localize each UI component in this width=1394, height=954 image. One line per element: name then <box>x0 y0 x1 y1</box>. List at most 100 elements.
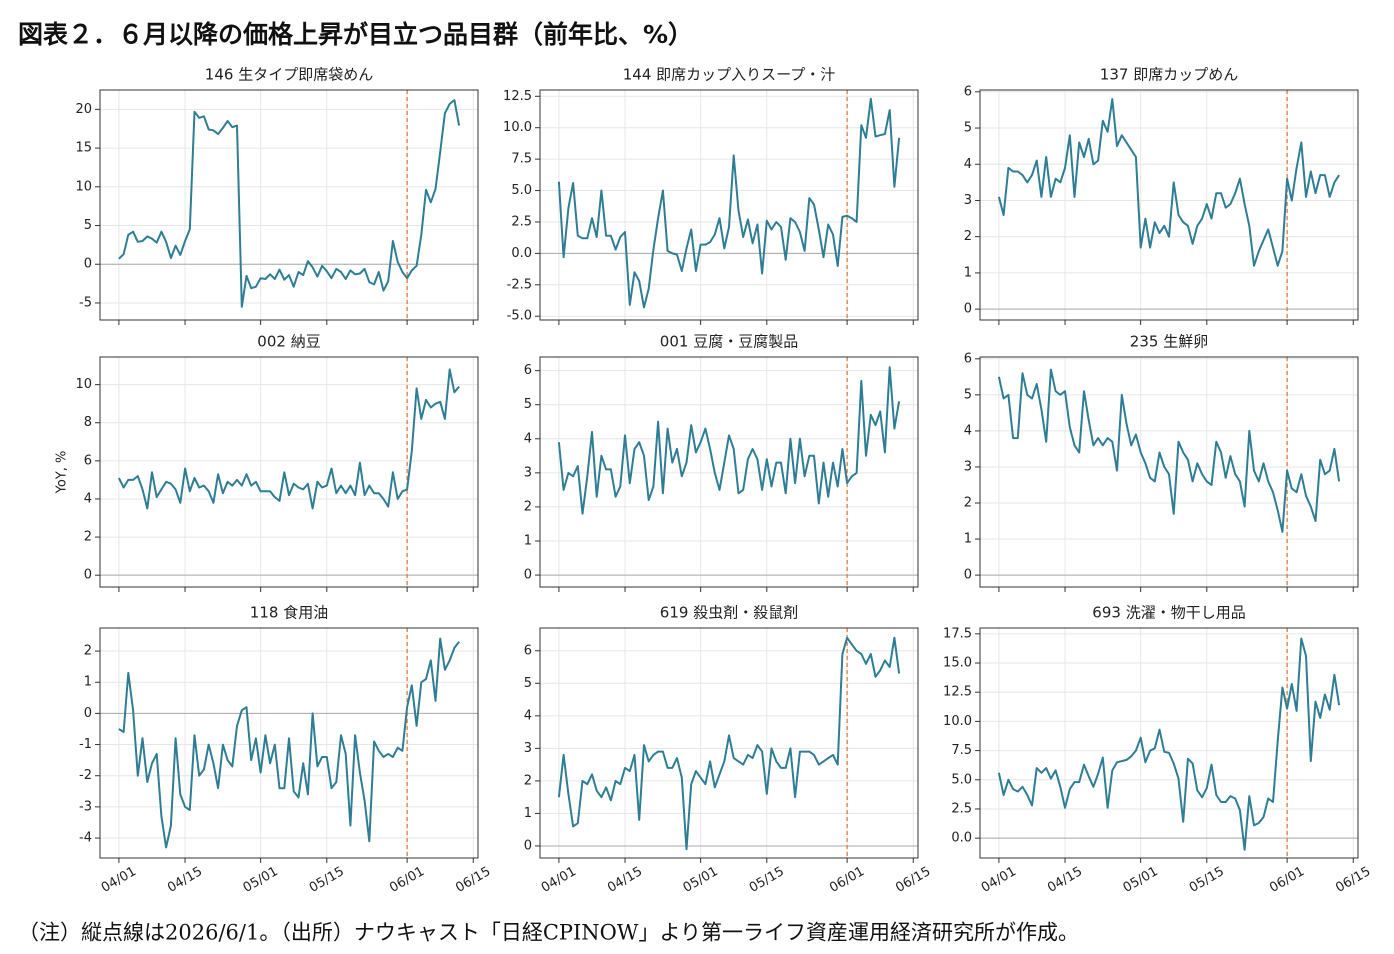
y-tick-label: 2 <box>84 644 92 659</box>
y-tick-label: 0 <box>84 706 92 721</box>
y-tick-label: 12.5 <box>503 89 532 104</box>
y-tick-label: 0 <box>964 302 972 317</box>
y-tick-label: -5 <box>79 295 92 310</box>
plot-frame <box>539 89 919 321</box>
x-tick-label: 04/15 <box>165 864 205 896</box>
y-tick-label: -3 <box>79 799 92 814</box>
data-line <box>997 637 1341 851</box>
x-tick-label: 05/15 <box>747 864 787 896</box>
y-tick-label: 2 <box>964 496 972 511</box>
data-line <box>118 368 460 510</box>
x-tick-label: 05/01 <box>241 864 281 896</box>
y-tick-label: 5 <box>84 218 92 233</box>
y-tick-label: -2.5 <box>507 277 532 292</box>
y-tick-label: 2.5 <box>951 801 972 816</box>
y-tick-label: 7.5 <box>511 152 532 167</box>
y-tick-label: 10.0 <box>943 714 972 729</box>
y-tick-label: 15 <box>75 141 92 156</box>
plot-frame <box>99 356 479 588</box>
y-tick-label: 3 <box>964 459 972 474</box>
data-line <box>557 636 901 851</box>
plot-frame <box>99 627 479 859</box>
y-tick-label: 0 <box>84 257 92 272</box>
x-tick-label: 06/01 <box>827 864 867 896</box>
x-tick-label: 06/01 <box>387 864 427 896</box>
y-tick-label: -1 <box>79 737 92 752</box>
y-tick-label: 7.5 <box>951 743 972 758</box>
y-tick-label: 5 <box>964 387 972 402</box>
y-tick-label: 6 <box>964 84 972 99</box>
plot-frame <box>979 627 1359 859</box>
y-tick-label: 0.0 <box>951 831 972 846</box>
x-tick-label: 04/01 <box>979 864 1019 896</box>
y-axis-label: YoY, % <box>55 451 70 495</box>
x-tick-label: 06/15 <box>893 864 933 896</box>
panel-title: 693 洗濯・物干し用品 <box>1092 604 1245 622</box>
plot-frame <box>539 627 919 859</box>
y-tick-label: 10.0 <box>503 120 532 135</box>
y-tick-label: 5 <box>524 397 532 412</box>
panel-title: 144 即席カップ入りスープ・汁 <box>623 66 836 84</box>
x-tick-label: 06/15 <box>1333 864 1373 896</box>
y-tick-label: 6 <box>524 363 532 378</box>
y-tick-label: 1 <box>524 806 532 821</box>
y-tick-label: 3 <box>524 465 532 480</box>
y-tick-label: -5.0 <box>507 309 532 324</box>
y-tick-label: 3 <box>964 193 972 208</box>
y-tick-label: -4 <box>79 831 92 846</box>
x-tick-label: 05/15 <box>1187 864 1227 896</box>
figure-title: 図表２．６月以降の価格上昇が目立つ品目群（前年比、%） <box>18 20 693 49</box>
panel-title: 137 即席カップめん <box>1100 66 1238 84</box>
y-tick-label: -2 <box>79 768 92 783</box>
y-tick-label: 1 <box>964 265 972 280</box>
y-tick-label: 5.0 <box>511 183 532 198</box>
y-tick-label: 3 <box>524 741 532 756</box>
y-tick-label: 8 <box>84 415 92 430</box>
x-tick-label: 04/15 <box>605 864 645 896</box>
y-tick-label: 4 <box>524 708 532 723</box>
y-tick-label: 4 <box>964 157 972 172</box>
x-tick-label: 05/15 <box>307 864 347 896</box>
y-tick-label: 2.5 <box>511 214 532 229</box>
x-tick-label: 05/01 <box>1121 864 1161 896</box>
plot-frame <box>979 356 1359 588</box>
y-tick-label: 5 <box>964 121 972 136</box>
x-tick-label: 04/01 <box>99 864 139 896</box>
panel-title: 235 生鮮卵 <box>1130 333 1208 351</box>
y-tick-label: 12.5 <box>943 685 972 700</box>
x-tick-label: 04/15 <box>1045 864 1085 896</box>
y-tick-label: 0.0 <box>511 246 532 261</box>
y-tick-label: 1 <box>964 532 972 547</box>
y-tick-label: 5 <box>524 676 532 691</box>
panel-title: 146 生タイプ即席袋めん <box>205 66 373 84</box>
y-tick-label: 15.0 <box>943 656 972 671</box>
y-tick-label: 4 <box>524 431 532 446</box>
y-tick-label: 2 <box>84 530 92 545</box>
data-line <box>997 98 1340 267</box>
data-line <box>997 368 1341 533</box>
y-tick-label: 2 <box>524 773 532 788</box>
data-line <box>557 97 901 309</box>
panel-title: 118 食用油 <box>250 604 328 622</box>
plot-frame <box>99 89 479 321</box>
y-tick-label: 0 <box>524 838 532 853</box>
y-tick-label: 6 <box>964 351 972 366</box>
y-tick-label: 5.0 <box>951 772 972 787</box>
y-tick-label: 0 <box>84 568 92 583</box>
plot-frame <box>979 89 1359 321</box>
y-tick-label: 6 <box>84 453 92 468</box>
x-tick-label: 05/01 <box>681 864 721 896</box>
y-tick-label: 2 <box>524 499 532 514</box>
y-tick-label: 17.5 <box>943 626 972 641</box>
y-tick-label: 2 <box>964 229 972 244</box>
data-line <box>557 366 901 515</box>
panel-title: 619 殺虫剤・殺鼠剤 <box>660 604 798 622</box>
y-tick-label: 10 <box>75 377 92 392</box>
data-line <box>118 99 461 308</box>
x-tick-label: 06/01 <box>1267 864 1307 896</box>
panel-title: 002 納豆 <box>257 333 320 351</box>
y-tick-label: 20 <box>75 102 92 117</box>
figure-note: （注）縦点線は2026/6/1。（出所）ナウキャスト「日経CPINOW」より第一… <box>18 921 1079 945</box>
panel-title: 001 豆腐・豆腐製品 <box>660 333 798 351</box>
